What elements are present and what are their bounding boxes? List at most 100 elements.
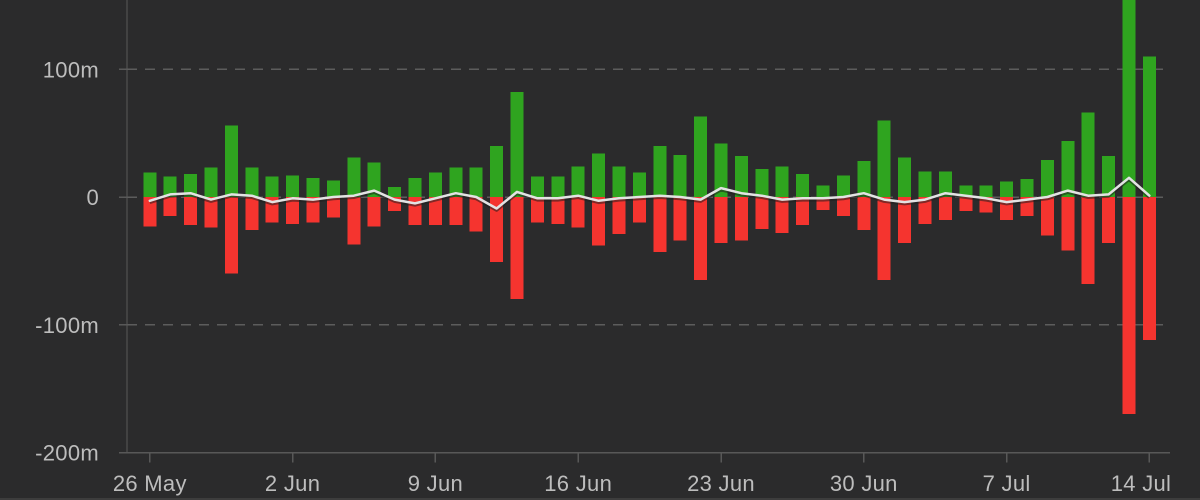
x-axis-label: 9 Jun [408,471,463,496]
bar-outflow[interactable] [1040,197,1054,236]
bar-outflow[interactable] [755,197,769,229]
bar-inflow[interactable] [898,157,912,197]
bar-inflow[interactable] [632,172,646,197]
bar-outflow[interactable] [694,197,708,281]
bar-inflow[interactable] [653,145,667,197]
bar-outflow[interactable] [1142,197,1156,341]
bar-inflow[interactable] [571,166,585,197]
bar-inflow[interactable] [592,153,606,197]
bar-inflow[interactable] [673,154,687,197]
bar-inflow[interactable] [306,177,320,197]
bar-inflow[interactable] [286,175,300,197]
bar-outflow[interactable] [326,197,340,218]
bar-inflow[interactable] [918,171,932,197]
bar-inflow[interactable] [184,174,198,197]
bar-inflow[interactable] [734,156,748,197]
bar-inflow[interactable] [428,172,442,197]
bar-outflow[interactable] [592,197,606,246]
bar-inflow[interactable] [347,157,361,197]
bar-outflow[interactable] [490,197,504,263]
net-line[interactable] [148,176,1151,210]
bar-outflow[interactable] [245,197,259,231]
bar-outflow[interactable] [734,197,748,241]
bar-outflow[interactable] [143,197,157,227]
bar-inflow[interactable] [449,167,463,197]
bar-inflow[interactable] [857,161,871,197]
bar-inflow[interactable] [163,176,177,197]
bar-outflow[interactable] [1102,197,1116,243]
bar-outflow[interactable] [1122,197,1136,415]
bar-outflow[interactable] [428,197,442,226]
bar-inflow[interactable] [1000,181,1014,197]
bar-inflow[interactable] [1142,56,1156,197]
bar-outflow[interactable] [877,197,891,281]
x-axis-label: 2 Jun [265,471,320,496]
bar-outflow[interactable] [530,197,544,223]
bar-outflow[interactable] [1081,197,1095,284]
bar-outflow[interactable] [653,197,667,252]
bar-inflow[interactable] [979,185,993,197]
bar-outflow[interactable] [469,197,483,232]
bar-inflow[interactable] [1081,112,1095,197]
bar-outflow[interactable] [204,197,218,228]
bar-outflow[interactable] [449,197,463,226]
bar-outflow[interactable] [898,197,912,243]
bar-inflow[interactable] [959,185,973,197]
bar-outflow[interactable] [184,197,198,226]
bar-inflow[interactable] [816,185,830,197]
bar-inflow[interactable] [1040,159,1054,197]
bar-inflow[interactable] [1122,0,1136,198]
bar-outflow[interactable] [836,197,850,217]
bar-outflow[interactable] [959,197,973,212]
bar-inflow[interactable] [551,176,565,197]
bar-inflow[interactable] [836,175,850,197]
bar-inflow[interactable] [775,166,789,197]
bar-inflow[interactable] [143,172,157,197]
bar-outflow[interactable] [632,197,646,223]
bar-outflow[interactable] [286,197,300,224]
bar-outflow[interactable] [224,197,238,274]
bar-inflow[interactable] [510,92,524,197]
bar-outflow[interactable] [918,197,932,224]
bar-inflow[interactable] [755,168,769,197]
bar-inflow[interactable] [265,176,279,197]
bar-outflow[interactable] [612,197,626,235]
bar-outflow[interactable] [551,197,565,224]
bar-outflow[interactable] [775,197,789,233]
bar-inflow[interactable] [490,145,504,197]
bar-outflow[interactable] [163,197,177,217]
bar-inflow[interactable] [796,174,810,197]
bar-outflow[interactable] [367,197,381,227]
chart-bottom-edge [0,498,1200,500]
bar-inflow[interactable] [714,143,728,197]
bar-inflow[interactable] [612,166,626,197]
bar-inflow[interactable] [1020,179,1034,197]
bar-outflow[interactable] [673,197,687,241]
bar-inflow[interactable] [245,167,259,197]
bar-outflow[interactable] [714,197,728,243]
bar-outflow[interactable] [306,197,320,223]
bar-outflow[interactable] [510,197,524,300]
bar-inflow[interactable] [938,171,952,197]
bar-inflow[interactable] [1061,140,1075,197]
bar-inflow[interactable] [530,176,544,197]
bar-outflow[interactable] [938,197,952,220]
bar-inflow[interactable] [367,162,381,197]
bar-inflow[interactable] [408,177,422,197]
bar-outflow[interactable] [571,197,585,228]
y-axis-label: 0 [86,185,99,210]
bar-inflow[interactable] [469,167,483,197]
bar-inflow[interactable] [877,120,891,197]
bar-outflow[interactable] [796,197,810,226]
bar-inflow[interactable] [1102,156,1116,197]
bar-inflow[interactable] [204,167,218,197]
bar-inflow[interactable] [326,180,340,197]
bar-inflow[interactable] [388,186,402,197]
bar-inflow[interactable] [224,125,238,197]
bar-outflow[interactable] [347,197,361,245]
bar-outflow[interactable] [1061,197,1075,251]
bar-outflow[interactable] [857,197,871,231]
bar-inflow[interactable] [694,116,708,197]
net-line-shadow [149,178,1151,212]
